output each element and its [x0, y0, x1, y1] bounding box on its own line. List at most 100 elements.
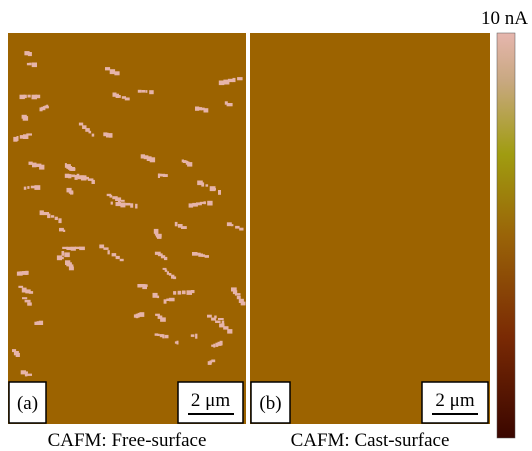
spot	[204, 201, 206, 204]
spot	[103, 247, 108, 250]
spot	[51, 215, 54, 218]
spot	[92, 180, 95, 184]
spot	[204, 108, 209, 112]
spot	[235, 226, 240, 229]
spot	[207, 315, 212, 318]
spot	[201, 182, 204, 186]
spot	[17, 136, 19, 141]
spot	[211, 318, 216, 321]
spot	[23, 116, 28, 121]
spot	[164, 257, 167, 260]
spot	[214, 188, 216, 190]
spot	[138, 90, 142, 93]
spot	[66, 247, 71, 250]
caption: CAFM: Free-surface	[48, 430, 207, 451]
caption: CAFM: Cast-surface	[291, 430, 450, 451]
spot	[25, 300, 31, 303]
spot	[191, 334, 195, 337]
spot	[175, 222, 178, 226]
spot	[109, 133, 113, 138]
scale-bar-label: 2 μm	[435, 390, 474, 411]
spot	[191, 290, 195, 293]
colorbar-label: 10 nA	[481, 8, 528, 29]
spot	[25, 271, 28, 275]
spot	[116, 202, 122, 206]
spot	[207, 201, 212, 206]
spot	[142, 90, 146, 93]
spot	[218, 318, 224, 320]
spot	[157, 334, 160, 336]
spot	[173, 276, 176, 279]
spot	[202, 254, 206, 257]
spot	[157, 236, 162, 239]
figure: (a) 2 μm CAFM: Free-surface (b) 2 μm CAF…	[0, 0, 532, 451]
panel-a: (a) 2 μm CAFM: Free-surface	[8, 33, 246, 451]
spot	[63, 230, 65, 232]
afm-image	[250, 33, 490, 424]
spot	[77, 174, 80, 179]
spot	[70, 192, 73, 195]
spot	[92, 134, 95, 137]
spot	[39, 165, 44, 170]
spot	[60, 257, 64, 260]
spot	[149, 90, 154, 94]
spot	[121, 200, 125, 202]
spot	[211, 360, 215, 363]
spot	[178, 291, 182, 295]
spot	[26, 133, 32, 135]
spot	[157, 296, 159, 299]
spot	[69, 267, 74, 271]
spot	[167, 271, 169, 275]
spot	[111, 202, 113, 205]
spot	[71, 175, 75, 178]
spot	[162, 335, 164, 339]
spot	[58, 218, 61, 223]
colorbar	[497, 33, 515, 438]
spot	[40, 210, 44, 215]
spot	[46, 105, 48, 107]
spot	[28, 52, 32, 56]
spot	[36, 95, 41, 99]
spot	[29, 291, 33, 294]
spot	[235, 293, 241, 296]
spot	[135, 204, 137, 209]
spot	[68, 264, 74, 266]
spot	[105, 67, 110, 70]
spot	[144, 284, 148, 287]
spot	[16, 353, 20, 357]
spot	[110, 195, 113, 198]
spot	[27, 302, 32, 305]
spot	[195, 334, 197, 339]
spot	[223, 326, 228, 329]
spot	[163, 174, 168, 177]
spot	[169, 298, 175, 302]
spot	[177, 341, 179, 345]
spot	[89, 131, 92, 134]
spot	[227, 329, 232, 334]
spot	[150, 157, 155, 162]
spot	[215, 321, 221, 324]
spot	[112, 253, 117, 256]
spot	[118, 199, 121, 202]
spot	[173, 291, 176, 295]
spot	[237, 77, 243, 80]
spot	[24, 95, 27, 98]
spot	[125, 203, 130, 206]
spot	[182, 291, 186, 295]
spot	[106, 133, 109, 138]
spot	[187, 162, 192, 167]
spot	[145, 90, 147, 93]
scale-bar-label: 2 μm	[191, 390, 230, 411]
spot	[239, 228, 243, 231]
spot	[79, 247, 85, 251]
spot	[125, 98, 130, 101]
spot	[213, 344, 215, 348]
spot	[116, 94, 119, 98]
spot	[231, 224, 233, 226]
spot	[164, 299, 167, 303]
spot	[27, 186, 29, 189]
spot	[120, 203, 125, 208]
spot	[99, 245, 104, 249]
spot	[68, 174, 71, 178]
spot	[218, 190, 221, 195]
